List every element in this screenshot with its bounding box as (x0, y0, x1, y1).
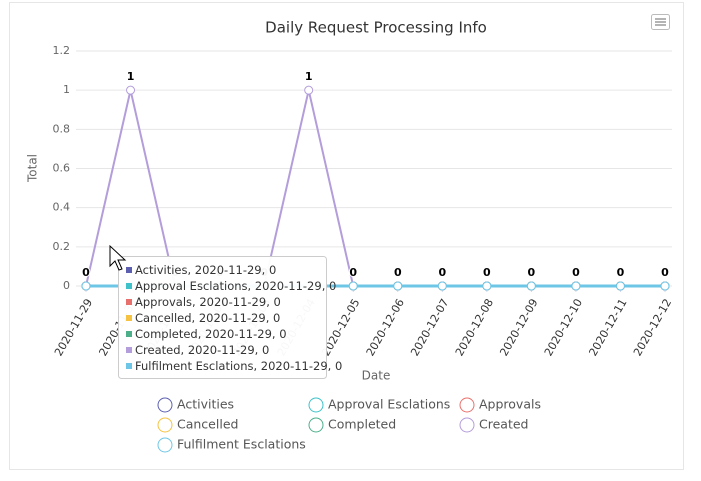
tooltip-text: 2020-11-29 (255, 279, 322, 293)
data-label: 0 (661, 266, 669, 279)
menu-button[interactable] (651, 14, 670, 30)
tooltip-row: Completed, 2020-11-29, 0 (135, 327, 287, 341)
data-point (660, 281, 670, 291)
data-point (304, 85, 314, 95)
y-tick-label: 0 (63, 279, 70, 292)
tooltip-row: Cancelled, 2020-11-29, 0 (135, 311, 280, 325)
tooltip-swatch (126, 267, 132, 273)
data-label: 1 (127, 70, 135, 83)
chart-frame (9, 2, 684, 470)
tooltip-text: 2020-11-29 (195, 263, 262, 277)
tooltip-text: Activities (135, 263, 187, 277)
data-label: 0 (617, 266, 625, 279)
data-point (526, 281, 536, 291)
data-label: 0 (572, 266, 580, 279)
tooltip-text: 0 (274, 295, 281, 309)
y-tick-label: 0.4 (53, 201, 71, 214)
tooltip-row: Approvals, 2020-11-29, 0 (135, 295, 281, 309)
y-tick-label: 1.2 (53, 44, 71, 57)
tooltip-row: Approval Esclations, 2020-11-29, 0 (135, 279, 336, 293)
legend-label[interactable]: Completed (328, 417, 396, 432)
tooltip-text: Approval Esclations (135, 279, 248, 293)
tooltip-text: 2020-11-29 (199, 295, 266, 309)
data-label: 0 (438, 266, 446, 279)
data-point (348, 281, 358, 291)
data-point (126, 85, 136, 95)
legend-label[interactable]: Fulfilment Esclations (177, 437, 306, 452)
data-label: 0 (483, 266, 491, 279)
data-point (571, 281, 581, 291)
legend-marker (459, 417, 475, 433)
legend-marker (157, 417, 173, 433)
chart-title: Daily Request Processing Info (265, 19, 487, 37)
legend-marker (308, 417, 324, 433)
legend-label[interactable]: Created (479, 417, 528, 432)
tooltip-row: Created, 2020-11-29, 0 (135, 343, 269, 357)
tooltip-text: 2020-11-29 (261, 359, 328, 373)
tooltip-swatch (126, 331, 132, 337)
data-point (393, 281, 403, 291)
tooltip-text: 2020-11-29 (188, 343, 255, 357)
tooltip-text: Completed (135, 327, 198, 341)
legend-marker (459, 397, 475, 413)
tooltip-swatch (126, 363, 132, 369)
data-label: 0 (82, 266, 90, 279)
x-axis-title: Date (362, 369, 391, 383)
mouse-cursor (109, 244, 127, 271)
tooltip-text: 0 (329, 279, 336, 293)
tooltip-text: Created (135, 343, 181, 357)
legend-marker (157, 437, 173, 453)
legend-label[interactable]: Cancelled (177, 417, 238, 432)
tooltip-text: 2020-11-29 (199, 311, 266, 325)
data-point (482, 281, 492, 291)
data-label: 0 (528, 266, 536, 279)
tooltip-text: 2020-11-29 (205, 327, 272, 341)
data-point (81, 281, 91, 291)
tooltip-swatch (126, 299, 132, 305)
tooltip-text: 0 (273, 311, 280, 325)
y-tick-label: 0.2 (53, 240, 71, 253)
legend-marker (157, 397, 173, 413)
y-tick-label: 0.6 (53, 162, 71, 175)
legend-label[interactable]: Approval Esclations (328, 397, 450, 412)
y-axis-title: Total (26, 154, 40, 183)
tooltip-text: 0 (269, 263, 276, 277)
tooltip-text: Fulfilment Esclations (135, 359, 253, 373)
legend-marker (308, 397, 324, 413)
y-tick-label: 0.8 (53, 122, 71, 135)
legend-label[interactable]: Activities (177, 397, 234, 412)
tooltip-text: 0 (335, 359, 342, 373)
tooltip-row: Fulfilment Esclations, 2020-11-29, 0 (135, 359, 342, 373)
data-label: 0 (394, 266, 402, 279)
tooltip-text: Approvals (135, 295, 192, 309)
data-label: 0 (349, 266, 357, 279)
tooltip-row: Activities, 2020-11-29, 0 (135, 263, 276, 277)
tooltip-swatch (126, 315, 132, 321)
legend-label[interactable]: Approvals (479, 397, 541, 412)
tooltip-text: 0 (262, 343, 269, 357)
tooltip-swatch (126, 283, 132, 289)
tooltip-text: 0 (279, 327, 286, 341)
data-point (615, 281, 625, 291)
data-label: 1 (305, 70, 313, 83)
tooltip-text: Cancelled (135, 311, 192, 325)
tooltip-box (118, 256, 327, 379)
data-point (437, 281, 447, 291)
tooltip-swatch (126, 347, 132, 353)
y-tick-label: 1 (63, 83, 70, 96)
